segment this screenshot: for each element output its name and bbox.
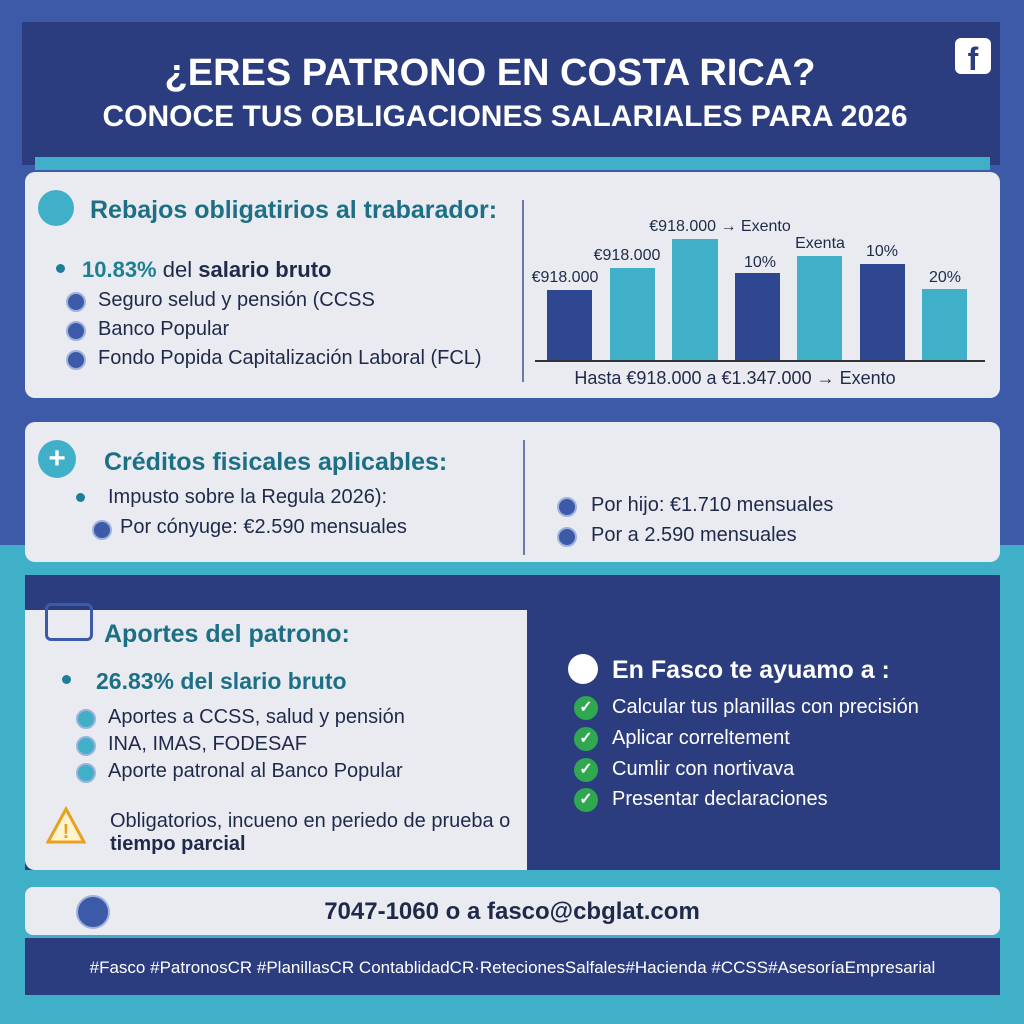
facebook-icon[interactable]: f: [955, 38, 991, 77]
employer-panel: [25, 610, 527, 870]
fasco-title: En Fasco te ayuamo a :: [612, 656, 890, 684]
briefcase-icon: [45, 603, 93, 641]
phone-icon[interactable]: [76, 895, 110, 929]
svg-text:!: !: [63, 821, 70, 843]
rate-text: del: [162, 257, 193, 282]
bullet: [76, 493, 85, 502]
chart-caption: Hasta €918.000 a €1.347.000 → Exento: [574, 368, 895, 388]
item: Por hijo: €1.710 mensuales: [591, 494, 834, 516]
item: Por cónyuge: €2.590 mensuales: [120, 516, 407, 538]
bar-label: 10%: [866, 243, 898, 260]
footer: [25, 938, 1000, 995]
bar-label: 10%: [744, 254, 776, 271]
item: Cumlir con nortivava: [612, 758, 795, 780]
hashtags: #Fasco #PatronosCR #PlanillasCR Contabli…: [89, 958, 936, 977]
warning: Obligatorios, incueno en periedo de prue…: [110, 810, 511, 832]
item: Aportes a CCSS, salud y pensión: [108, 706, 405, 728]
item: Aporte patronal al Banco Popular: [108, 760, 403, 782]
contact[interactable]: 7047-1060 o a fasco@cbglat.com: [324, 898, 700, 925]
bullet: [56, 264, 65, 273]
bar-label: €918.000: [594, 247, 661, 264]
item: INA, IMAS, FODESAF: [108, 733, 307, 755]
rate: 10.83%: [82, 257, 157, 282]
warning-bold: tiempo parcial: [110, 833, 246, 855]
rate-line: 10.83% del salario bruto: [82, 257, 331, 283]
title: ¿ERES PATRONO EN COSTA RICA?: [164, 52, 816, 94]
item: Banco Popular: [98, 318, 230, 340]
section-title: Aportes del patrono:: [104, 620, 350, 648]
header-strip: [35, 157, 990, 170]
rate-bold: salario bruto: [198, 257, 332, 282]
item: Calcular tus planillas con precisión: [612, 696, 919, 718]
header: [22, 22, 1000, 165]
person-icon: [568, 654, 598, 684]
chart: €918.000 €918.000 €918.000 → Exento 10% …: [522, 200, 985, 388]
plus-icon: +: [38, 440, 76, 478]
credit-intro: Impusto sobre la Regula 2026):: [108, 486, 388, 508]
contact-bar: [25, 887, 1000, 935]
item: Presentar declaraciones: [612, 788, 828, 810]
bar-label: Exenta: [795, 235, 845, 252]
section-title: Créditos fisicales aplicables:: [104, 448, 448, 476]
warning-icon: !: [46, 806, 86, 844]
bullet: [62, 675, 71, 684]
item: Seguro selud y pensión (CCSS: [98, 289, 375, 311]
bar-label: 20%: [929, 269, 961, 286]
section-icon: [38, 190, 74, 226]
bar-label: €918.000: [532, 269, 599, 286]
bar-label: €918.000 → Exento: [649, 218, 791, 235]
subtitle: CONOCE TUS OBLIGACIONES SALARIALES PARA …: [102, 100, 908, 133]
item: Fondo Popida Capitalización Laboral (FCL…: [98, 347, 482, 369]
section-title: Rebajos obligatirios al trabarador:: [90, 196, 498, 224]
credits-panel: [25, 422, 1000, 562]
item: Por a 2.590 mensuales: [591, 524, 797, 546]
rate: 26.83% del slario bruto: [96, 668, 347, 694]
item: Aplicar correltement: [612, 727, 790, 749]
